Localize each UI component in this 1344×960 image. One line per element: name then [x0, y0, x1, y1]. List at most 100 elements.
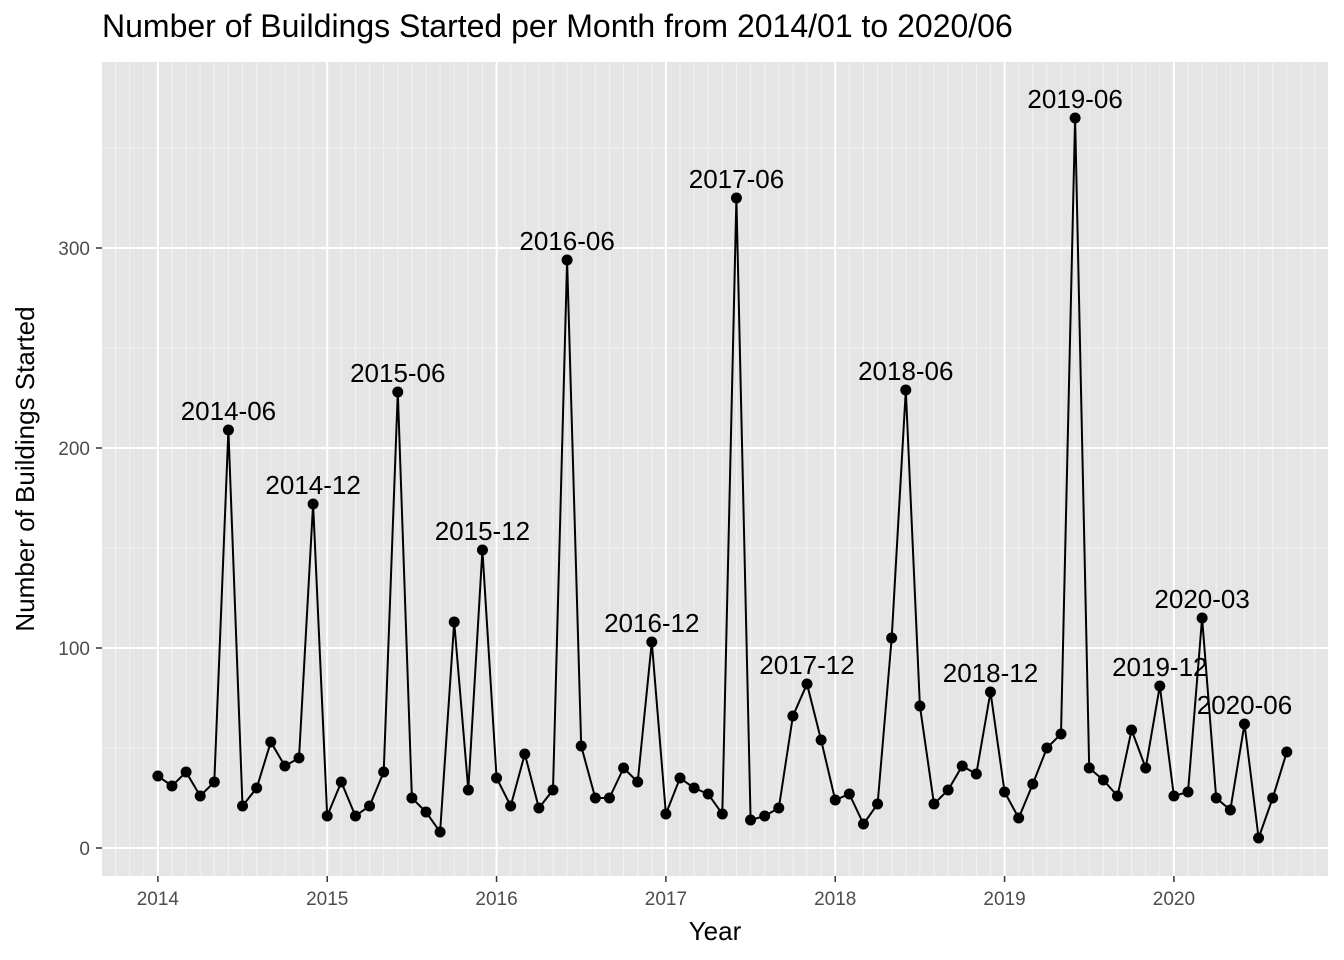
- data-point: [603, 792, 615, 804]
- data-point: [660, 808, 672, 820]
- data-point: [335, 776, 347, 788]
- annotation-label: 2020-03: [1154, 584, 1249, 614]
- data-point: [872, 798, 884, 810]
- data-point: [378, 766, 390, 778]
- data-point: [716, 808, 728, 820]
- data-point: [1083, 762, 1095, 774]
- data-point: [900, 384, 912, 396]
- plot-panel: [102, 62, 1328, 876]
- data-point: [759, 810, 771, 822]
- data-points: [152, 112, 1293, 844]
- annotation-label: 2019-12: [1112, 652, 1207, 682]
- annotation-label: 2018-06: [858, 356, 953, 386]
- annotation-label: 2017-06: [689, 164, 784, 194]
- data-point: [476, 544, 488, 556]
- y-tick-label: 300: [58, 239, 90, 260]
- data-point: [1097, 774, 1109, 786]
- data-point: [519, 748, 531, 760]
- data-point: [829, 794, 841, 806]
- data-point: [674, 772, 686, 784]
- data-point: [688, 782, 700, 794]
- data-point: [970, 768, 982, 780]
- data-point: [956, 760, 968, 772]
- annotation-label: 2019-06: [1027, 84, 1122, 114]
- data-point: [448, 616, 460, 628]
- data-point: [618, 762, 630, 774]
- data-point: [1224, 804, 1236, 816]
- data-point: [801, 678, 813, 690]
- data-point: [702, 788, 714, 800]
- x-tick-label: 2016: [475, 889, 517, 910]
- data-point: [1238, 718, 1250, 730]
- y-tick-label: 0: [79, 839, 90, 860]
- data-point: [561, 254, 573, 266]
- annotation-label: 2014-06: [181, 396, 276, 426]
- data-point: [222, 424, 234, 436]
- data-point: [251, 782, 263, 794]
- data-point: [321, 810, 333, 822]
- annotations: 2014-06 2014-12 2015-06 2015-12 2016-06 2016-…: [181, 84, 1292, 720]
- data-point: [1013, 812, 1025, 824]
- x-tick-label: 2019: [983, 889, 1025, 910]
- data-point: [745, 814, 757, 826]
- data-point: [237, 800, 249, 812]
- data-point: [730, 192, 742, 204]
- data-point: [1055, 728, 1067, 740]
- data-point: [928, 798, 940, 810]
- annotation-label: 2015-06: [350, 358, 445, 388]
- data-point: [1281, 746, 1293, 758]
- x-axis: 2014 2015 2016 2017 2018 2019 2020: [137, 876, 1195, 910]
- chart-title: Number of Buildings Started per Month fr…: [102, 8, 1013, 44]
- data-point: [1253, 832, 1265, 844]
- data-point: [999, 786, 1011, 798]
- y-axis-title: Number of Buildings Started: [10, 306, 40, 631]
- data-point: [194, 790, 206, 802]
- data-point: [1126, 724, 1138, 736]
- data-point: [364, 800, 376, 812]
- data-point: [1154, 680, 1166, 692]
- data-point: [1168, 790, 1180, 802]
- data-point: [815, 734, 827, 746]
- data-point: [984, 686, 996, 698]
- data-point: [1196, 612, 1208, 624]
- data-point: [533, 802, 545, 814]
- annotation-label: 2018-12: [943, 658, 1038, 688]
- minor-grid: [102, 62, 1328, 876]
- data-point: [406, 792, 418, 804]
- data-point: [857, 818, 869, 830]
- data-point: [1069, 112, 1081, 124]
- data-point: [208, 776, 220, 788]
- x-tick-label: 2020: [1153, 889, 1195, 910]
- major-grid: [102, 62, 1328, 876]
- data-point: [773, 802, 785, 814]
- data-point: [1041, 742, 1053, 754]
- data-point: [1140, 762, 1152, 774]
- y-tick-label: 200: [58, 439, 90, 460]
- data-point: [1027, 778, 1039, 790]
- data-point: [434, 826, 446, 838]
- data-point: [1111, 790, 1123, 802]
- data-point: [787, 710, 799, 722]
- data-point: [843, 788, 855, 800]
- data-point: [491, 772, 503, 784]
- data-point: [293, 752, 305, 764]
- x-axis-title: Year: [689, 916, 742, 946]
- data-point: [914, 700, 926, 712]
- data-point: [589, 792, 601, 804]
- data-point: [307, 498, 319, 510]
- data-point: [462, 784, 474, 796]
- annotation-label: 2016-12: [604, 608, 699, 638]
- data-point: [547, 784, 559, 796]
- annotation-label: 2020-06: [1197, 690, 1292, 720]
- data-point: [279, 760, 291, 772]
- data-point: [349, 810, 361, 822]
- data-point: [886, 632, 898, 644]
- y-tick-label: 100: [58, 639, 90, 660]
- y-axis: 0 100 200 300: [58, 239, 102, 860]
- data-point: [632, 776, 644, 788]
- data-point: [166, 780, 178, 792]
- data-point: [152, 770, 164, 782]
- data-point: [505, 800, 517, 812]
- x-tick-label: 2014: [137, 889, 180, 910]
